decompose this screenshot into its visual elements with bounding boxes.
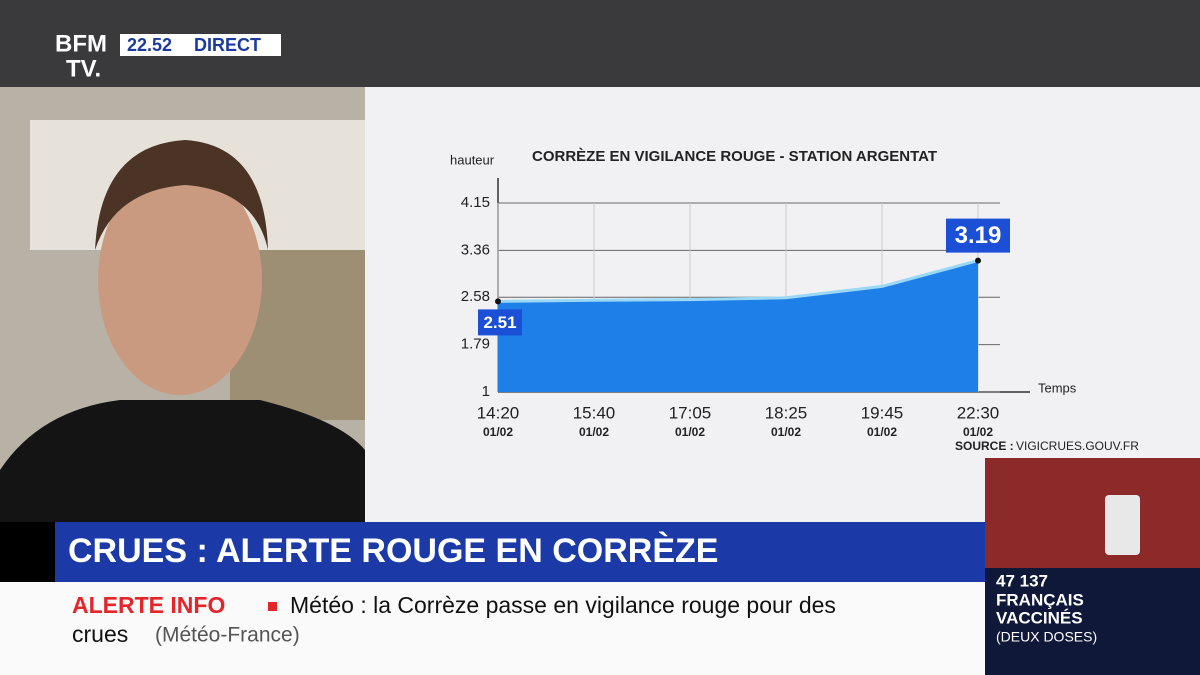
y-axis-label: hauteur xyxy=(450,152,495,167)
value-label: 2.51 xyxy=(483,313,516,332)
side-number: 47 137 xyxy=(996,571,1048,590)
clock-box xyxy=(120,34,281,56)
y-tick-label: 2.58 xyxy=(461,288,490,305)
value-label-box xyxy=(946,218,1010,253)
x-date-label: 01/02 xyxy=(963,425,993,439)
plot: 1 1.79 2.58 3.36 4.15 14:20 01/02 15:40 01/02 17:… xyxy=(461,194,1010,439)
side-line1: FRANÇAIS xyxy=(996,590,1084,609)
x-date-label: 01/02 xyxy=(675,425,705,439)
y-tick-label: 1 xyxy=(482,383,490,400)
hair xyxy=(95,140,268,250)
shirt xyxy=(0,400,365,522)
area xyxy=(498,260,978,392)
value-label-box xyxy=(478,309,522,336)
logo-bottom: TV. xyxy=(66,55,101,82)
point xyxy=(495,298,501,305)
value-label: 3.19 xyxy=(955,222,1002,249)
face xyxy=(98,165,262,395)
ticker-line1: Météo : la Corrèze passe en vigilance ro… xyxy=(290,592,836,618)
point xyxy=(975,257,981,264)
ticker-line2: crues xyxy=(72,621,128,647)
source: VIGICRUES.GOUV.FR xyxy=(1016,439,1139,453)
x-date-label: 01/02 xyxy=(483,425,513,439)
banner xyxy=(55,522,985,582)
y-tick-label: 4.15 xyxy=(461,194,490,211)
ticker xyxy=(0,582,985,675)
logo-top: BFM xyxy=(55,30,107,57)
side-line2: VACCINÉS xyxy=(996,608,1083,627)
headline: CRUES : ALERTE ROUGE EN CORRÈZE xyxy=(68,532,718,570)
x-date-label: 01/02 xyxy=(771,425,801,439)
x-date-label: 01/02 xyxy=(867,425,897,439)
x-tick-label: 18:25 xyxy=(765,403,808,422)
separator xyxy=(268,602,277,611)
y-tick-label: 1.79 xyxy=(461,336,490,353)
y-tick-label: 3.36 xyxy=(461,241,490,258)
clock: 22.52 xyxy=(127,35,172,55)
side-image xyxy=(985,458,1200,568)
source-label: SOURCE : xyxy=(955,439,1014,453)
line xyxy=(497,259,979,303)
x-tick-label: 17:05 xyxy=(669,403,712,422)
ticker-tag: ALERTE INFO xyxy=(72,592,225,618)
vial xyxy=(1105,495,1140,555)
chart-title: CORRÈZE EN VIGILANCE ROUGE - STATION ARG… xyxy=(532,148,937,165)
x-tick-label: 14:20 xyxy=(477,403,520,422)
live-tag: DIRECT xyxy=(194,35,261,55)
x-tick-label: 15:40 xyxy=(573,403,616,422)
ticker-credit: (Météo-France) xyxy=(155,624,300,647)
x-date-label: 01/02 xyxy=(579,425,609,439)
x-axis-label: Temps xyxy=(1038,380,1077,395)
side-line3: (DEUX DOSES) xyxy=(996,629,1097,645)
x-tick-label: 19:45 xyxy=(861,403,904,422)
x-tick-label: 22:30 xyxy=(957,403,1000,422)
